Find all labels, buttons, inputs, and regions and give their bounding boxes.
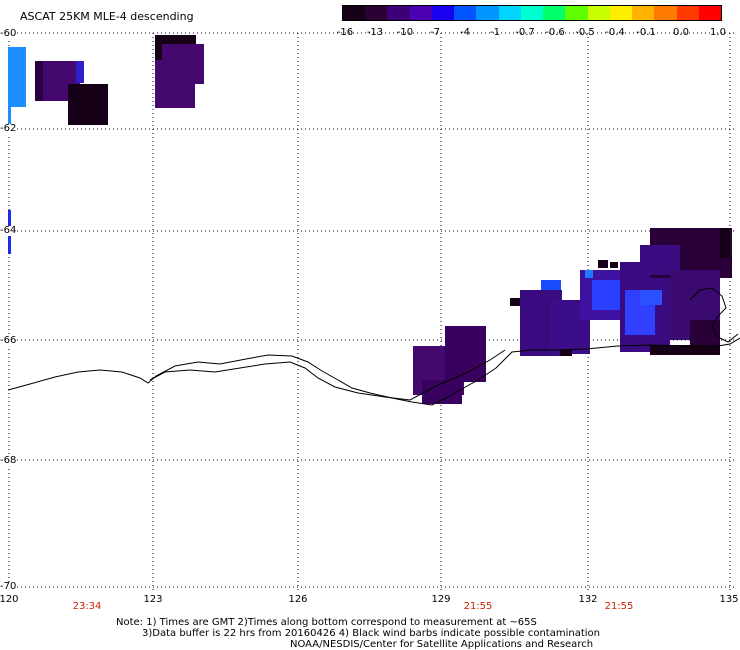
colorbar-segment	[698, 6, 721, 20]
colorbar-segment	[343, 6, 366, 20]
graticule	[8, 32, 735, 590]
note-line-3: NOAA/NESDIS/Center for Satellite Applica…	[290, 639, 594, 650]
data-cell	[585, 270, 593, 278]
note-line-1: Note: 1) Times are GMT 2)Times along bot…	[116, 617, 537, 628]
colorbar	[342, 5, 722, 21]
data-cell	[640, 290, 662, 305]
data-cell	[68, 84, 108, 125]
colorbar-segment	[498, 6, 521, 20]
note-line-2: 3)Data buffer is 22 hrs from 20160426 4)…	[142, 628, 600, 639]
data-cell	[592, 280, 622, 310]
colorbar-tick-label: -0.4	[605, 27, 625, 38]
colorbar-segment	[587, 6, 610, 20]
data-cell	[541, 280, 561, 290]
lat-label: -60	[0, 28, 17, 39]
swath-bar-1	[8, 47, 26, 107]
ice-shelf-path	[149, 349, 506, 401]
colorbar-segment	[654, 6, 677, 20]
colorbar-segment	[365, 6, 388, 20]
lon-label: 129	[431, 594, 451, 605]
lon-label: 123	[143, 594, 163, 605]
colorbar-segment	[565, 6, 588, 20]
lat-label: -66	[0, 335, 17, 346]
left-edge-swaths	[8, 47, 26, 254]
lon-label: 120	[0, 594, 19, 605]
colorbar-tick-label: -13	[366, 27, 384, 38]
lon-label: 135	[719, 594, 739, 605]
data-cells	[35, 35, 732, 404]
colorbar-segment	[543, 6, 566, 20]
lat-label: -64	[0, 225, 17, 236]
data-cell	[155, 60, 195, 108]
data-cell	[610, 262, 618, 268]
colorbar-tick-label: -1	[490, 27, 500, 38]
swath-bar-2	[8, 107, 11, 133]
lat-label: -68	[0, 455, 17, 466]
colorbar-segment	[676, 6, 699, 20]
time-label: 23:34	[72, 601, 102, 612]
time-label: 21:55	[463, 601, 493, 612]
time-label: 21:55	[604, 601, 634, 612]
coast-inlet-path	[689, 287, 739, 343]
data-cell	[650, 345, 720, 355]
colorbar-tick-label: -7	[430, 27, 440, 38]
data-cell	[35, 61, 43, 101]
colorbar-segment	[609, 6, 633, 20]
data-cell	[598, 260, 608, 268]
data-cell	[560, 350, 572, 356]
lon-label: 126	[288, 594, 308, 605]
lat-label: -70	[0, 581, 17, 592]
lon-label: 132	[578, 594, 598, 605]
coastline-path	[7, 337, 740, 406]
colorbar-segment	[409, 6, 432, 20]
colorbar-tick-label: -0.6	[545, 27, 565, 38]
colorbar-segment	[454, 6, 477, 20]
data-cell	[445, 346, 486, 382]
coastline	[7, 287, 740, 406]
map-title: ASCAT 25KM MLE-4 descending	[20, 10, 194, 23]
data-cell	[510, 298, 520, 306]
lat-label: -62	[0, 123, 17, 134]
data-cell	[76, 61, 84, 83]
colorbar-segment	[476, 6, 499, 20]
colorbar-segment	[387, 6, 410, 20]
colorbar-segment	[632, 6, 655, 20]
data-cell	[720, 228, 730, 258]
colorbar-segment	[520, 6, 544, 20]
colorbar-segment	[431, 6, 455, 20]
